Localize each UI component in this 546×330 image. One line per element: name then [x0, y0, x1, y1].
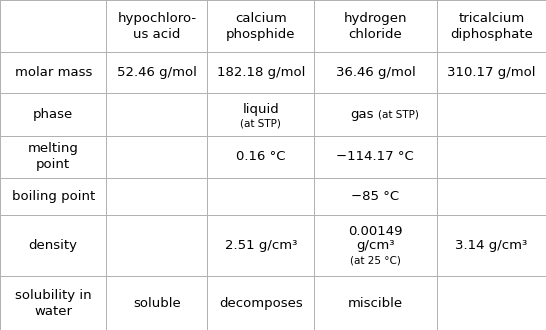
Text: −114.17 °C: −114.17 °C: [336, 150, 414, 163]
Text: 0.16 °C: 0.16 °C: [236, 150, 286, 163]
Text: phase: phase: [33, 108, 73, 121]
Text: boiling point: boiling point: [11, 190, 95, 203]
Text: (at 25 °C): (at 25 °C): [350, 256, 401, 266]
Text: tricalcium
diphosphate: tricalcium diphosphate: [450, 12, 533, 41]
Text: decomposes: decomposes: [219, 297, 302, 310]
Text: 2.51 g/cm³: 2.51 g/cm³: [224, 239, 297, 252]
Text: 0.00149: 0.00149: [348, 225, 402, 238]
Text: soluble: soluble: [133, 297, 181, 310]
Text: melting
point: melting point: [28, 143, 79, 171]
Text: hydrogen
chloride: hydrogen chloride: [343, 12, 407, 41]
Text: density: density: [29, 239, 78, 252]
Text: 36.46 g/mol: 36.46 g/mol: [335, 66, 416, 79]
Text: 310.17 g/mol: 310.17 g/mol: [447, 66, 536, 79]
Text: g/cm³: g/cm³: [356, 239, 395, 252]
Text: molar mass: molar mass: [15, 66, 92, 79]
Text: miscible: miscible: [348, 297, 403, 310]
Text: 3.14 g/cm³: 3.14 g/cm³: [455, 239, 527, 252]
Text: (at STP): (at STP): [240, 118, 281, 128]
Text: (at STP): (at STP): [378, 110, 419, 120]
Text: gas: gas: [350, 108, 373, 121]
Text: −85 °C: −85 °C: [351, 190, 400, 203]
Text: 182.18 g/mol: 182.18 g/mol: [217, 66, 305, 79]
Text: liquid: liquid: [242, 103, 279, 116]
Text: 52.46 g/mol: 52.46 g/mol: [117, 66, 197, 79]
Text: calcium
phosphide: calcium phosphide: [226, 12, 295, 41]
Text: hypochloro-
us acid: hypochloro- us acid: [117, 12, 197, 41]
Text: solubility in
water: solubility in water: [15, 289, 92, 317]
